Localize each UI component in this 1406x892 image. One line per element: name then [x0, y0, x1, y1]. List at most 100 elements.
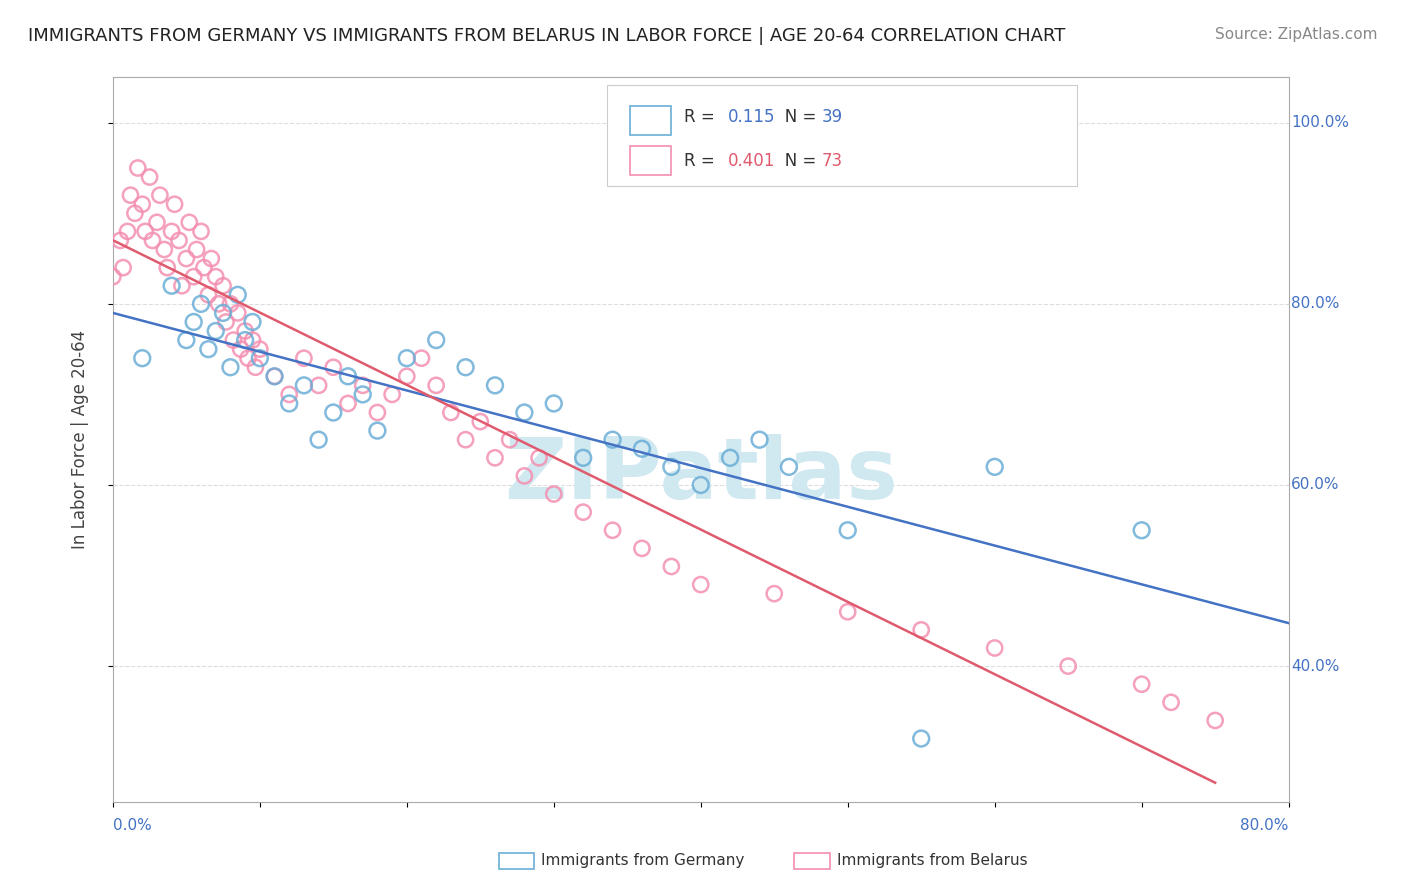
- Point: [226, 287, 249, 301]
- Point: [910, 731, 932, 746]
- Point: [659, 459, 682, 474]
- Point: [197, 287, 219, 301]
- Point: [101, 269, 124, 284]
- Point: [226, 306, 249, 320]
- Text: ZIPatlas: ZIPatlas: [503, 434, 897, 517]
- Point: [167, 234, 190, 248]
- Point: [763, 587, 786, 601]
- Text: 0.0%: 0.0%: [112, 818, 152, 833]
- Point: [425, 333, 447, 347]
- FancyBboxPatch shape: [630, 106, 671, 136]
- Point: [837, 523, 859, 537]
- Point: [219, 360, 242, 375]
- Point: [1204, 714, 1226, 728]
- Text: R =: R =: [685, 152, 720, 169]
- Text: 40.0%: 40.0%: [1291, 658, 1340, 673]
- Point: [176, 252, 198, 266]
- Point: [395, 369, 418, 384]
- Text: Source: ZipAtlas.com: Source: ZipAtlas.com: [1215, 27, 1378, 42]
- Point: [208, 297, 231, 311]
- Point: [543, 487, 565, 501]
- Point: [179, 215, 201, 229]
- Point: [308, 433, 330, 447]
- Text: R =: R =: [685, 108, 720, 127]
- Point: [543, 396, 565, 410]
- Text: 80.0%: 80.0%: [1291, 296, 1340, 311]
- Y-axis label: In Labor Force | Age 20-64: In Labor Force | Age 20-64: [72, 330, 89, 549]
- Point: [204, 269, 226, 284]
- Point: [454, 360, 477, 375]
- Point: [278, 387, 301, 401]
- Point: [292, 351, 315, 366]
- Point: [322, 405, 344, 419]
- Point: [395, 351, 418, 366]
- Text: 0.115: 0.115: [728, 108, 775, 127]
- Point: [454, 433, 477, 447]
- Text: Immigrants from Belarus: Immigrants from Belarus: [837, 854, 1028, 868]
- Point: [131, 197, 153, 211]
- Point: [131, 351, 153, 366]
- Text: 0.401: 0.401: [728, 152, 775, 169]
- Text: 39: 39: [823, 108, 844, 127]
- Point: [222, 333, 245, 347]
- Point: [200, 252, 222, 266]
- FancyBboxPatch shape: [630, 146, 671, 175]
- Point: [197, 342, 219, 356]
- Point: [484, 378, 506, 392]
- Point: [249, 342, 271, 356]
- Point: [778, 459, 800, 474]
- Point: [108, 234, 131, 248]
- Point: [352, 387, 374, 401]
- Point: [352, 378, 374, 392]
- Point: [337, 396, 360, 410]
- Point: [146, 215, 169, 229]
- Point: [249, 351, 271, 366]
- Point: [292, 378, 315, 392]
- Point: [233, 333, 256, 347]
- Point: [631, 541, 654, 556]
- Point: [1057, 659, 1080, 673]
- Point: [440, 405, 463, 419]
- Point: [366, 405, 388, 419]
- Text: 80.0%: 80.0%: [1240, 818, 1289, 833]
- Point: [138, 169, 160, 184]
- Point: [212, 278, 235, 293]
- Point: [170, 278, 193, 293]
- Point: [176, 333, 198, 347]
- Point: [153, 243, 176, 257]
- Point: [983, 640, 1005, 655]
- Point: [120, 188, 142, 202]
- Text: 73: 73: [823, 152, 844, 169]
- Point: [236, 351, 259, 366]
- Point: [513, 469, 536, 483]
- Point: [212, 306, 235, 320]
- Point: [322, 360, 344, 375]
- Point: [186, 243, 208, 257]
- Point: [141, 234, 163, 248]
- Point: [366, 424, 388, 438]
- Point: [204, 324, 226, 338]
- Point: [631, 442, 654, 456]
- Point: [183, 315, 205, 329]
- Point: [910, 623, 932, 637]
- Point: [748, 433, 770, 447]
- Point: [527, 450, 550, 465]
- Point: [134, 224, 156, 238]
- Point: [193, 260, 215, 275]
- Point: [499, 433, 522, 447]
- Point: [163, 197, 186, 211]
- Point: [112, 260, 135, 275]
- Point: [190, 224, 212, 238]
- Text: 60.0%: 60.0%: [1291, 477, 1340, 492]
- Point: [190, 297, 212, 311]
- Text: 100.0%: 100.0%: [1291, 115, 1348, 130]
- Point: [1130, 523, 1153, 537]
- Point: [242, 315, 264, 329]
- Point: [160, 224, 183, 238]
- Point: [572, 505, 595, 519]
- Point: [689, 478, 711, 492]
- Point: [127, 161, 149, 175]
- Point: [160, 278, 183, 293]
- Point: [411, 351, 433, 366]
- Point: [689, 577, 711, 591]
